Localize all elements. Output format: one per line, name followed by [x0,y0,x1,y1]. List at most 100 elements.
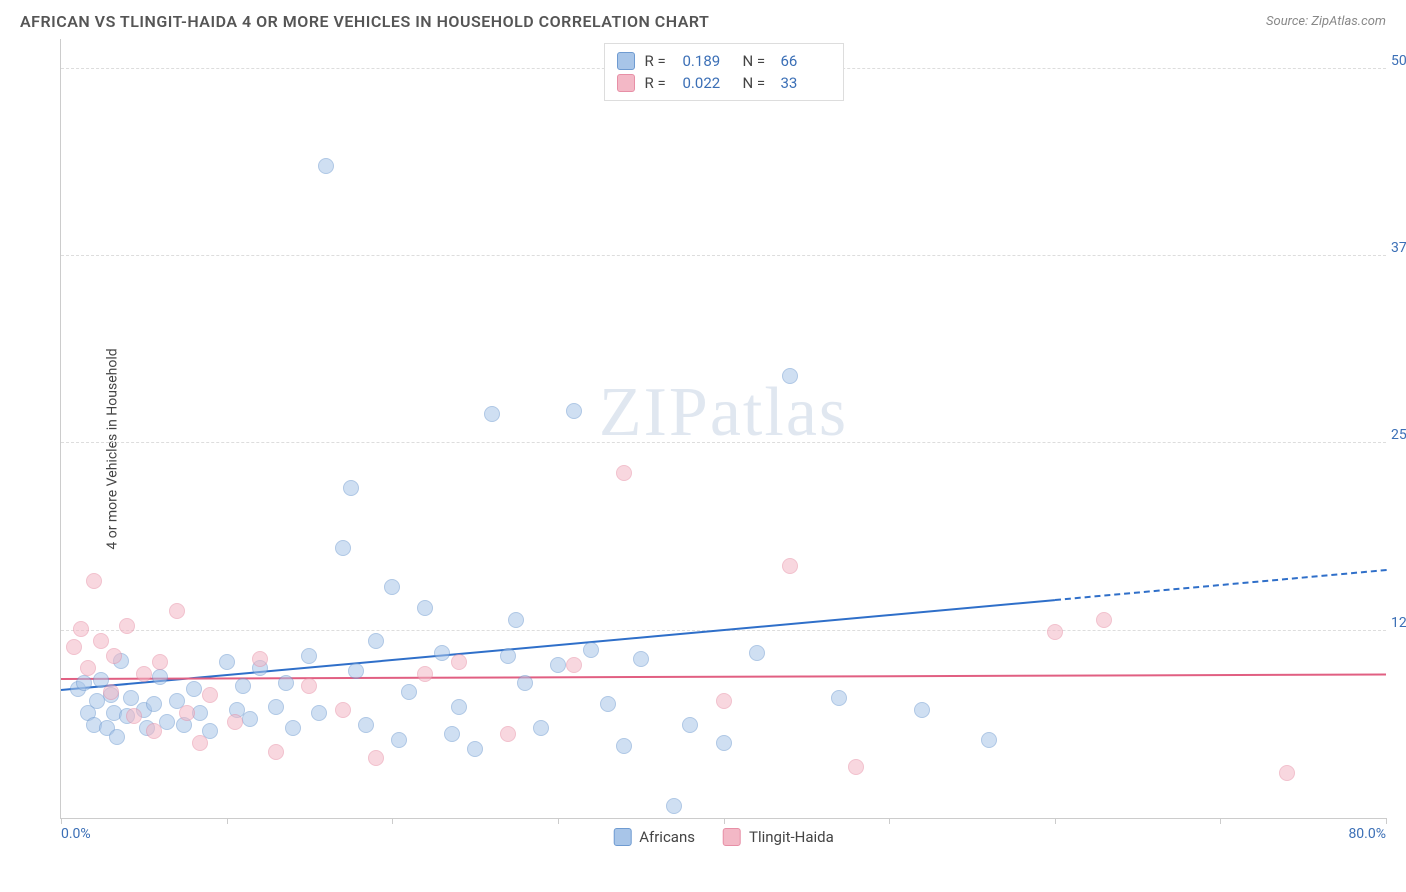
scatter-plot: ZIPatlas 12.5%25.0%37.5%50.0%0.0%80.0%R … [60,39,1386,819]
scatter-point [278,675,294,691]
scatter-point [343,480,359,496]
x-tick [61,818,62,824]
gridline-h [61,442,1386,443]
scatter-point [348,663,364,679]
x-tick [558,818,559,824]
scatter-point [146,696,162,712]
scatter-point [235,678,251,694]
r-value: 0.022 [683,74,733,92]
chart-area: 4 or more Vehicles in Household ZIPatlas… [60,39,1386,859]
scatter-point [126,708,142,724]
scatter-point [417,666,433,682]
scatter-point [914,702,930,718]
n-label: N = [743,52,771,70]
scatter-point [484,406,500,422]
scatter-point [66,639,82,655]
x-tick [227,818,228,824]
scatter-point [368,633,384,649]
scatter-point [500,648,516,664]
scatter-point [981,732,997,748]
legend-stats-row: R =0.022N =33 [617,72,831,94]
scatter-point [716,693,732,709]
scatter-point [301,648,317,664]
watermark-text: ZIPatlas [599,373,848,453]
scatter-point [384,579,400,595]
scatter-point [391,732,407,748]
scatter-point [106,648,122,664]
scatter-point [119,618,135,634]
scatter-point [467,741,483,757]
scatter-point [1047,624,1063,640]
scatter-point [749,645,765,661]
scatter-point [517,675,533,691]
scatter-point [109,729,125,745]
scatter-point [583,642,599,658]
scatter-point [451,654,467,670]
scatter-point [268,744,284,760]
scatter-point [202,687,218,703]
scatter-point [285,720,301,736]
scatter-point [444,726,460,742]
n-value: 33 [781,74,831,92]
legend-label: Tlingit-Haida [749,828,834,846]
scatter-point [666,798,682,814]
scatter-point [550,657,566,673]
y-tick-label: 12.5% [1391,615,1406,631]
scatter-point [219,654,235,670]
r-label: R = [645,74,673,92]
scatter-point [242,711,258,727]
scatter-point [633,651,649,667]
scatter-point [616,738,632,754]
trend-line-dashed [1055,569,1386,601]
legend-stats: R =0.189N =66R =0.022N =33 [604,43,844,101]
scatter-point [146,723,162,739]
scatter-point [600,696,616,712]
scatter-point [1096,612,1112,628]
source-attribution: Source: ZipAtlas.com [1266,14,1386,29]
scatter-point [152,654,168,670]
n-value: 66 [781,52,831,70]
y-tick-label: 50.0% [1391,53,1406,69]
scatter-point [152,669,168,685]
legend-swatch [617,52,635,70]
scatter-point [831,690,847,706]
scatter-point [434,645,450,661]
x-tick [889,818,890,824]
legend-label: Africans [639,828,695,846]
scatter-point [533,720,549,736]
gridline-h [61,255,1386,256]
scatter-point [508,612,524,628]
scatter-point [682,717,698,733]
x-tick [1055,818,1056,824]
x-tick [392,818,393,824]
chart-title: AFRICAN VS TLINGIT-HAIDA 4 OR MORE VEHIC… [20,12,709,31]
x-tick [1386,818,1387,824]
scatter-point [136,666,152,682]
scatter-point [616,465,632,481]
chart-header: AFRICAN VS TLINGIT-HAIDA 4 OR MORE VEHIC… [0,0,1406,39]
scatter-point [311,705,327,721]
scatter-point [73,621,89,637]
scatter-point [566,657,582,673]
y-tick-label: 25.0% [1391,427,1406,443]
scatter-point [169,603,185,619]
legend-swatch [617,74,635,92]
scatter-point [417,600,433,616]
scatter-point [782,368,798,384]
scatter-point [566,403,582,419]
scatter-point [500,726,516,742]
scatter-point [368,750,384,766]
scatter-point [123,690,139,706]
scatter-point [301,678,317,694]
scatter-point [252,651,268,667]
x-tick [1220,818,1221,824]
x-tick-label: 80.0% [1348,826,1386,842]
scatter-point [86,573,102,589]
scatter-point [179,705,195,721]
r-value: 0.189 [683,52,733,70]
legend-item: Tlingit-Haida [723,828,834,846]
scatter-point [103,684,119,700]
r-label: R = [645,52,673,70]
scatter-point [1279,765,1295,781]
scatter-point [192,735,208,751]
